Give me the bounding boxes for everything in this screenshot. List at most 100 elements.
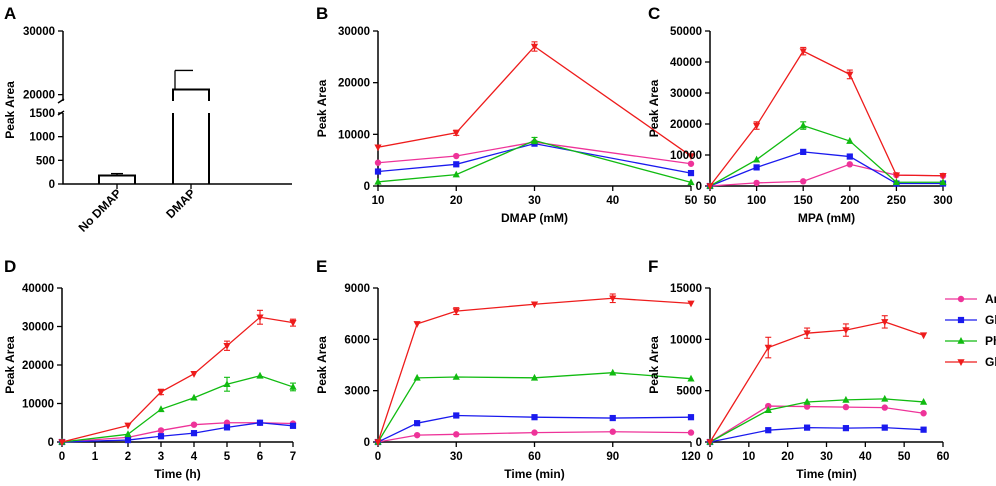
x-tick-label: 0 <box>59 451 65 463</box>
data-point <box>452 170 460 178</box>
y-tick-label: 40000 <box>670 57 702 69</box>
data-point <box>919 332 928 340</box>
x-tick-label: 2 <box>125 451 131 463</box>
x-tick-label: 10 <box>372 195 385 207</box>
data-point <box>223 380 231 388</box>
y-tick-label: 40000 <box>22 283 54 295</box>
data-point <box>881 394 889 402</box>
y-tick-label: 1000 <box>29 132 55 144</box>
series-line <box>377 141 692 165</box>
data-point <box>939 172 947 180</box>
data-point <box>157 433 165 440</box>
series-line <box>61 375 294 443</box>
data-point <box>753 164 760 171</box>
x-tick-label: 3 <box>158 451 164 463</box>
y-tick-label: 30000 <box>338 26 370 38</box>
data-point <box>609 428 616 435</box>
x-tick-label: 40 <box>606 195 619 207</box>
data-point <box>124 430 132 438</box>
data-point <box>920 426 927 433</box>
data-point <box>803 397 811 405</box>
x-tick-label: 7 <box>290 451 296 463</box>
x-tick-label: 90 <box>606 451 619 463</box>
data-point <box>609 368 617 376</box>
x-tick-label: 5 <box>224 451 231 463</box>
panel-letter: D <box>4 257 16 276</box>
data-point <box>374 159 382 166</box>
data-point <box>846 161 853 168</box>
data-point <box>190 393 198 401</box>
series-line <box>377 414 692 443</box>
y-tick-label: 5000 <box>676 386 702 398</box>
x-tick-label: 20 <box>450 195 463 207</box>
series-line <box>709 151 943 187</box>
data-point <box>939 178 947 186</box>
data-point <box>881 404 888 411</box>
x-tick-label: 50 <box>685 195 698 207</box>
y-tick-label: 50000 <box>670 26 702 38</box>
x-tick-label: 60 <box>528 451 541 463</box>
data-point <box>190 430 198 437</box>
data-point <box>453 152 460 160</box>
series-line <box>377 45 692 157</box>
y-tick-label: 0 <box>364 181 370 193</box>
series-line <box>377 142 692 174</box>
legend-marker <box>957 316 965 324</box>
series-line <box>377 431 692 443</box>
data-point <box>530 301 539 309</box>
y-tick-label: 3000 <box>344 386 370 398</box>
data-point <box>223 424 231 431</box>
data-point <box>706 183 714 190</box>
series-gln <box>706 315 928 446</box>
data-point <box>753 179 760 187</box>
legend-item-phe: Phe <box>945 334 996 348</box>
data-point <box>799 48 807 56</box>
series-phe <box>374 368 695 445</box>
y-tick-label: 6000 <box>344 334 370 346</box>
series-gln <box>374 293 695 446</box>
y-tick-label: 20000 <box>23 90 55 102</box>
data-point <box>374 168 382 175</box>
data-point <box>453 161 460 168</box>
x-tick-label: 50 <box>898 451 911 463</box>
data-point <box>765 402 772 410</box>
x-tick-label: 250 <box>887 195 906 207</box>
data-point <box>453 431 460 438</box>
series-gln <box>706 46 947 190</box>
y-tick-label: 500 <box>36 155 55 167</box>
legend-label: Gln <box>985 355 996 369</box>
data-point <box>687 178 695 186</box>
x-tick-label: 1 <box>92 451 99 463</box>
series-line <box>377 372 692 443</box>
data-point <box>609 414 616 422</box>
y-tick-label: 10000 <box>670 150 702 162</box>
x-tick-label: 30 <box>450 451 463 463</box>
y-tick-label: 0 <box>364 437 370 449</box>
data-point <box>846 137 854 144</box>
x-tick-label: 10 <box>742 451 755 463</box>
x-axis-title: Time (h) <box>154 467 200 481</box>
data-point <box>687 169 695 177</box>
data-point <box>530 136 539 144</box>
data-point <box>124 422 132 430</box>
legend-label: Arg <box>985 292 996 306</box>
legend-marker <box>957 295 965 303</box>
x-tick-label: 20 <box>781 451 794 463</box>
panel-letter: C <box>648 4 660 23</box>
x-axis-title: Time (min) <box>504 467 564 481</box>
panel-d: D 0 10000 20000 30000 40000 0 1 2 3 4 5 6 7 Time (h) Pe… <box>3 257 297 481</box>
series-line <box>709 405 924 443</box>
data-point <box>190 371 198 378</box>
legend-item-arg: Arg <box>945 292 996 306</box>
series-arg <box>706 402 927 446</box>
x-tick-label: 0 <box>375 451 381 463</box>
y-axis-title: Peak Area <box>315 336 329 394</box>
panel-b: B 0 10000 20000 30000 10 20 30 40 50 DMAP (mM) Peak… <box>315 4 697 225</box>
data-point <box>531 429 538 436</box>
data-point <box>881 424 888 431</box>
series-glu <box>706 148 947 190</box>
data-point <box>256 314 264 322</box>
data-point <box>223 342 231 350</box>
x-tick-label: 50 <box>704 195 717 207</box>
y-tick-label: 20000 <box>670 119 702 131</box>
